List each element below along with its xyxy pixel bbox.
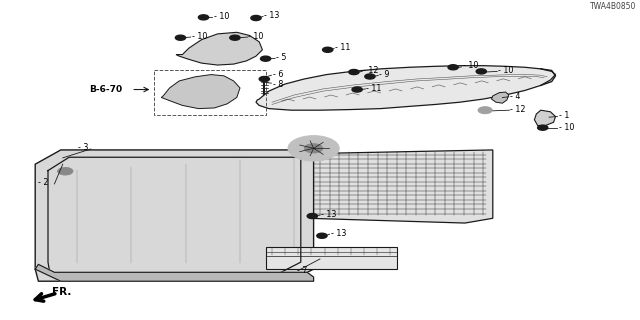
Text: - 10: - 10: [248, 32, 264, 41]
Circle shape: [323, 47, 333, 52]
Text: - 11: - 11: [335, 43, 351, 52]
Polygon shape: [266, 247, 397, 268]
Circle shape: [230, 35, 240, 40]
Circle shape: [448, 65, 458, 70]
Text: - 12: - 12: [363, 66, 378, 75]
Text: - 12: - 12: [510, 105, 525, 114]
Circle shape: [288, 136, 339, 161]
Text: - 7: - 7: [297, 266, 307, 275]
Text: - 8: - 8: [273, 80, 283, 89]
Circle shape: [317, 233, 327, 238]
Circle shape: [259, 76, 269, 82]
Text: - 5: - 5: [276, 53, 287, 62]
Circle shape: [251, 15, 261, 20]
Text: - 2: - 2: [38, 178, 49, 187]
Polygon shape: [176, 32, 262, 65]
Text: - 13: - 13: [321, 210, 337, 219]
Polygon shape: [307, 145, 493, 223]
Text: - 13: - 13: [331, 229, 346, 238]
Text: - 9: - 9: [379, 70, 389, 79]
Text: - 1: - 1: [559, 111, 569, 120]
Circle shape: [260, 56, 271, 61]
Text: - 10: - 10: [192, 32, 207, 41]
Text: TWA4B0850: TWA4B0850: [591, 2, 637, 11]
Circle shape: [198, 15, 209, 20]
Circle shape: [365, 74, 375, 79]
Circle shape: [352, 87, 362, 92]
Polygon shape: [161, 75, 240, 108]
Circle shape: [538, 125, 548, 130]
Circle shape: [349, 69, 359, 75]
Text: - 10: - 10: [463, 61, 478, 70]
Polygon shape: [492, 92, 509, 103]
Circle shape: [305, 144, 323, 153]
Text: B-6-70: B-6-70: [89, 85, 122, 94]
Text: - 10: - 10: [498, 66, 513, 75]
Bar: [154, 70, 266, 115]
Text: - 13: - 13: [264, 11, 279, 20]
Text: FR.: FR.: [52, 287, 72, 297]
Circle shape: [175, 35, 186, 40]
Circle shape: [476, 69, 486, 74]
Circle shape: [58, 167, 73, 175]
Text: - 6: - 6: [273, 70, 283, 79]
Text: - 4: - 4: [510, 92, 520, 101]
Text: - 10: - 10: [214, 12, 229, 21]
Polygon shape: [534, 110, 556, 126]
Circle shape: [478, 107, 492, 114]
Text: - 3: - 3: [78, 143, 88, 152]
Text: - 10: - 10: [559, 123, 574, 132]
Polygon shape: [256, 66, 556, 110]
Polygon shape: [35, 264, 314, 281]
Circle shape: [307, 213, 317, 219]
Polygon shape: [35, 150, 314, 281]
Text: - 11: - 11: [366, 84, 381, 93]
